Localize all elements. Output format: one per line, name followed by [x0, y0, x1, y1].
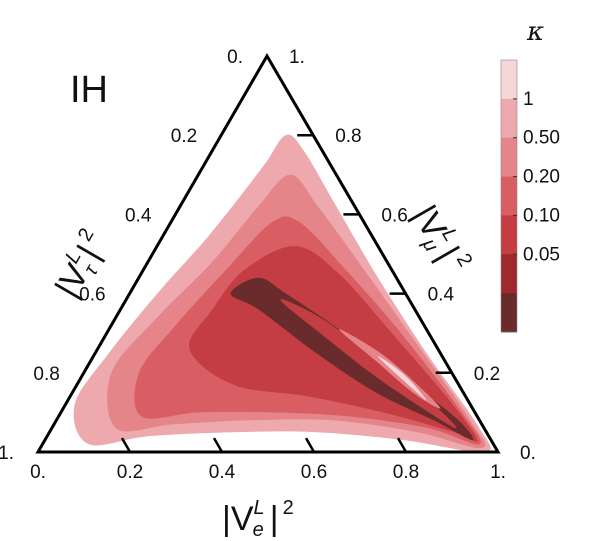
colorbar: κ 1 0.50 0.20 0.10 0.05 [500, 17, 560, 333]
axis-title-bottom-sub: e [253, 519, 264, 541]
colorbar-title: κ [526, 17, 544, 47]
right-tick-label-5: 1. [289, 47, 305, 68]
left-tick-label-4: 0.8 [33, 364, 59, 385]
right-tick-label-0: 0. [520, 443, 536, 464]
bottom-tick-label-4: 0.8 [393, 462, 419, 483]
colorbar-swatch-6 [501, 293, 517, 333]
left-tick-1 [220, 120, 231, 136]
axis-title-bottom-end: | [270, 500, 279, 538]
left-tick-2 [174, 199, 185, 216]
right-tick-label-4: 0.8 [335, 126, 361, 147]
bottom-tick-3 [304, 437, 316, 453]
right-tick-label-1: 0.2 [474, 364, 500, 385]
left-tick-label-5: 1. [0, 443, 14, 464]
colorbar-swatch-2 [501, 137, 517, 178]
colorbar-swatch-3 [501, 176, 517, 216]
colorbar-border [500, 59, 518, 333]
colorbar-tick-label-3: 0.10 [523, 205, 560, 226]
axis-title-bottom-base: |V [222, 500, 254, 538]
density-region-7 [377, 356, 427, 401]
left-tick-label-3: 0.6 [79, 285, 105, 306]
left-tick-label-2: 0.4 [125, 205, 152, 226]
colorbar-tick-label-0: 1 [523, 89, 534, 110]
tick-labels: 0. 0.2 0.4 0.6 0.8 1. 0. 0.2 0.4 0.6 0.8 1. 0. 0.2 0.4… [0, 47, 536, 483]
left-tick-label-0: 0. [227, 47, 243, 68]
triangle-outline [35, 53, 501, 454]
axis-title-left: |VLτ|2 [45, 225, 117, 306]
right-tick-label-3: 0.6 [381, 205, 407, 226]
tick-marks [82, 120, 452, 453]
panel-label: IH [70, 69, 108, 111]
axis-title-right: |VLμ|2 [402, 198, 476, 282]
colorbar-swatch-0 [501, 60, 517, 100]
colorbar-swatches [500, 59, 518, 333]
bottom-tick-label-3: 0.6 [301, 462, 327, 483]
left-tick-label-1: 0.2 [171, 126, 197, 147]
bottom-tick-4 [396, 437, 408, 453]
colorbar-swatch-5 [501, 254, 517, 294]
left-tick-3 [128, 279, 139, 295]
bottom-tick-1 [120, 437, 132, 453]
axis-title-bottom-sup: L [254, 497, 265, 519]
colorbar-labels: 1 0.50 0.20 0.10 0.05 [513, 89, 560, 265]
colorbar-tick-label-1: 0.50 [523, 128, 560, 149]
density-regions [73, 134, 491, 453]
bottom-tick-label-2: 0.4 [209, 462, 236, 483]
bottom-tick-label-0: 0. [30, 462, 46, 483]
triangle-frame [35, 53, 501, 454]
bottom-tick-label-1: 0.2 [117, 462, 143, 483]
bottom-tick-2 [212, 437, 224, 453]
svg-text:|VLμ|2: |VLμ|2 [402, 198, 476, 282]
axis-title-bottom-pow: 2 [283, 497, 294, 519]
colorbar-swatch-4 [501, 215, 517, 255]
colorbar-swatch-1 [501, 98, 517, 139]
svg-text:|VLe|2: |VL e | 2 [222, 497, 294, 541]
density-region-5 [280, 299, 457, 429]
colorbar-tick-label-4: 0.05 [523, 244, 560, 265]
right-tick-label-2: 0.4 [428, 285, 455, 306]
left-tick-4 [82, 358, 93, 374]
axis-title-bottom: |VL e | 2 [222, 497, 294, 541]
svg-text:|VLτ|2: |VLτ|2 [45, 225, 117, 306]
colorbar-tick-label-2: 0.20 [523, 167, 560, 188]
bottom-tick-label-5: 1. [490, 462, 506, 483]
